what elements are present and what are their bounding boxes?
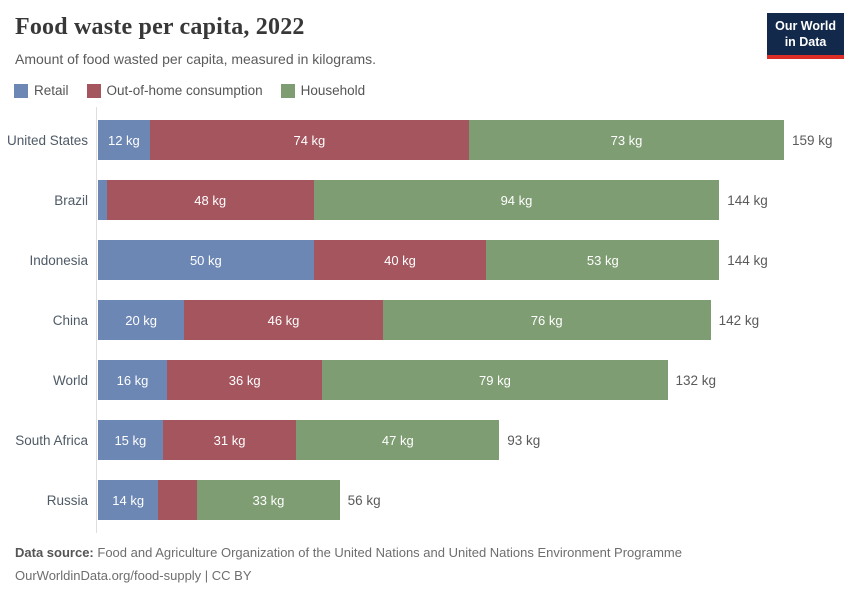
legend-swatch-household bbox=[280, 83, 295, 98]
bar-value-label: 14 kg bbox=[112, 492, 145, 508]
chart-title: Food waste per capita, 2022 bbox=[15, 14, 305, 40]
legend-label: Out-of-home consumption bbox=[106, 83, 263, 98]
legend-item-household[interactable]: Household bbox=[280, 83, 366, 98]
bar-indonesia: 50 kg 40 kg 53 kg 144 kg bbox=[98, 240, 768, 280]
legend: Retail Out-of-home consumption Household bbox=[14, 83, 365, 98]
bar-south-africa: 15 kg 31 kg 47 kg 93 kg bbox=[98, 420, 540, 460]
bar-value-label: 53 kg bbox=[586, 252, 619, 268]
bar-value-label: 76 kg bbox=[530, 312, 563, 328]
chart-row-brazil: Brazil 48 kg 94 kg 144 kg bbox=[0, 170, 850, 230]
bar-segment-out-of-home-consumption[interactable]: 31 kg bbox=[162, 420, 297, 460]
category-label: Indonesia bbox=[29, 252, 88, 268]
y-axis-line bbox=[96, 107, 97, 533]
bar-value-label: 48 kg bbox=[194, 192, 227, 208]
chart-subtitle: Amount of food wasted per capita, measur… bbox=[15, 51, 377, 67]
data-source-line: Data source: Food and Agriculture Organi… bbox=[15, 541, 682, 564]
bar-value-label: 74 kg bbox=[293, 132, 326, 148]
bar-segment-household[interactable]: 73 kg bbox=[469, 120, 784, 160]
bar-segment-household[interactable]: 79 kg bbox=[322, 360, 668, 400]
legend-label: Retail bbox=[34, 83, 69, 98]
category-label: South Africa bbox=[15, 432, 88, 448]
bar-segment-retail[interactable]: 20 kg bbox=[98, 300, 185, 340]
owid-logo-line1: Our World bbox=[775, 19, 836, 33]
bar-segment-out-of-home-consumption[interactable]: 48 kg bbox=[106, 180, 314, 220]
bar-total-label: 56 kg bbox=[347, 492, 381, 508]
category-label: China bbox=[52, 312, 88, 328]
bar-total-label: 144 kg bbox=[727, 252, 768, 268]
chart-row-south-africa: South Africa 15 kg 31 kg 47 kg 93 kg bbox=[0, 410, 850, 470]
bar-segment-out-of-home-consumption[interactable] bbox=[158, 480, 198, 520]
data-source-label: Data source: bbox=[15, 545, 94, 560]
bar-total-label: 159 kg bbox=[791, 132, 833, 148]
bar-brazil: 48 kg 94 kg 144 kg bbox=[98, 180, 768, 220]
stacked-bar-chart: United States 12 kg 74 kg 73 kg 159 kg Brazil… bbox=[0, 107, 850, 533]
bar-value-label: 73 kg bbox=[610, 132, 643, 148]
owid-logo-line2: in Data bbox=[784, 35, 827, 50]
owid-logo[interactable]: Our World in Data bbox=[767, 13, 844, 59]
category-label: Brazil bbox=[54, 192, 88, 208]
bar-value-label: 94 kg bbox=[500, 192, 533, 208]
citation-line[interactable]: OurWorldinData.org/food-supply | CC BY bbox=[15, 568, 252, 584]
bar-value-label: 79 kg bbox=[479, 372, 511, 388]
bar-segment-out-of-home-consumption[interactable]: 40 kg bbox=[313, 240, 487, 280]
data-source-text: Food and Agriculture Organization of the… bbox=[97, 545, 682, 560]
bar-segment-retail[interactable]: 50 kg bbox=[98, 240, 314, 280]
bar-segment-household[interactable]: 94 kg bbox=[313, 180, 720, 220]
bar-value-label: 31 kg bbox=[213, 432, 246, 448]
bar-segment-retail[interactable] bbox=[98, 180, 107, 220]
bar-united-states: 12 kg 74 kg 73 kg 159 kg bbox=[98, 120, 833, 160]
bar-segment-retail[interactable]: 15 kg bbox=[98, 420, 163, 460]
bar-value-label: 20 kg bbox=[125, 312, 158, 328]
chart-row-russia: Russia 14 kg 33 kg 56 kg bbox=[0, 470, 850, 530]
legend-item-retail[interactable]: Retail bbox=[14, 83, 69, 98]
category-label: World bbox=[52, 372, 88, 388]
chart-row-united-states: United States 12 kg 74 kg 73 kg 159 kg bbox=[0, 110, 850, 170]
bar-segment-household[interactable]: 76 kg bbox=[382, 300, 711, 340]
bar-segment-household[interactable]: 47 kg bbox=[296, 420, 500, 460]
bar-segment-out-of-home-consumption[interactable]: 74 kg bbox=[149, 120, 470, 160]
bar-value-label: 16 kg bbox=[116, 372, 149, 388]
bar-total-label: 132 kg bbox=[675, 372, 717, 388]
legend-swatch-retail bbox=[14, 83, 28, 98]
bar-segment-household[interactable]: 53 kg bbox=[486, 240, 720, 280]
bar-segment-household[interactable]: 33 kg bbox=[197, 480, 340, 520]
bar-segment-retail[interactable]: 14 kg bbox=[98, 480, 159, 520]
footer: Data source: Food and Agriculture Organi… bbox=[15, 541, 682, 588]
legend-item-out-of-home-consumption[interactable]: Out-of-home consumption bbox=[86, 83, 263, 98]
bar-total-label: 93 kg bbox=[507, 432, 541, 448]
bar-value-label: 40 kg bbox=[384, 252, 416, 268]
chart-rows: United States 12 kg 74 kg 73 kg 159 kg Brazil… bbox=[0, 110, 850, 530]
bar-segment-retail[interactable]: 16 kg bbox=[98, 360, 168, 400]
bar-segment-retail[interactable]: 12 kg bbox=[98, 120, 150, 160]
legend-swatch-out-of-home-consumption bbox=[86, 83, 101, 98]
bar-total-label: 144 kg bbox=[727, 192, 768, 208]
bar-value-label: 36 kg bbox=[228, 372, 261, 388]
legend-label: Household bbox=[300, 83, 366, 98]
bar-value-label: 15 kg bbox=[114, 432, 147, 448]
bar-world: 16 kg 36 kg 79 kg 132 kg bbox=[98, 360, 716, 400]
bar-value-label: 47 kg bbox=[381, 432, 414, 448]
bar-segment-out-of-home-consumption[interactable]: 36 kg bbox=[167, 360, 323, 400]
bar-segment-out-of-home-consumption[interactable]: 46 kg bbox=[184, 300, 383, 340]
bar-russia: 14 kg 33 kg 56 kg bbox=[98, 480, 381, 520]
bar-value-label: 12 kg bbox=[107, 132, 140, 148]
category-label: United States bbox=[6, 132, 88, 148]
bar-value-label: 46 kg bbox=[267, 312, 300, 328]
bar-total-label: 142 kg bbox=[718, 312, 760, 328]
chart-row-world: World 16 kg 36 kg 79 kg 132 kg bbox=[0, 350, 850, 410]
bar-value-label: 50 kg bbox=[189, 252, 222, 268]
bar-china: 20 kg 46 kg 76 kg 142 kg bbox=[98, 300, 759, 340]
chart-row-china: China 20 kg 46 kg 76 kg 142 kg bbox=[0, 290, 850, 350]
category-label: Russia bbox=[46, 492, 88, 508]
bar-value-label: 33 kg bbox=[252, 492, 285, 508]
chart-row-indonesia: Indonesia 50 kg 40 kg 53 kg 144 kg bbox=[0, 230, 850, 290]
